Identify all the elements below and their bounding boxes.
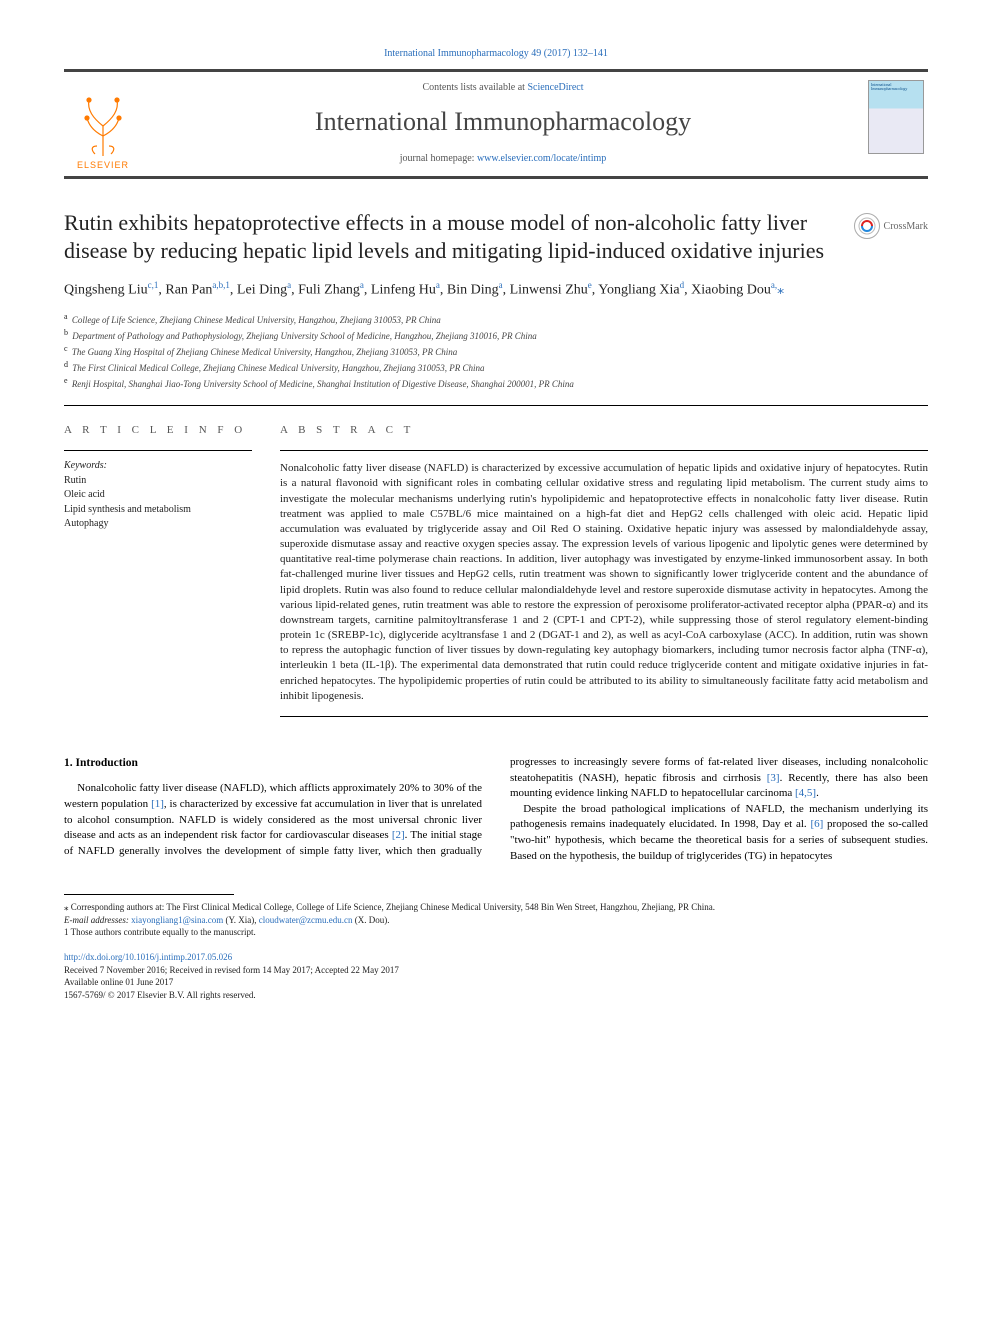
issn-copyright: 1567-5769/ © 2017 Elsevier B.V. All righ… [64, 989, 928, 1002]
doi-link[interactable]: http://dx.doi.org/10.1016/j.intimp.2017.… [64, 952, 232, 962]
cite-3[interactable]: [3] [767, 772, 780, 784]
available-online: Available online 01 June 2017 [64, 976, 928, 989]
affiliations: a College of Life Science, Zhejiang Chin… [64, 311, 928, 391]
article-info: A R T I C L E I N F O Keywords: RutinOle… [64, 424, 252, 717]
intro-p2-c: . [816, 787, 819, 799]
footnotes: ⁎ Corresponding authors at: The First Cl… [64, 901, 928, 939]
crossmark-label: CrossMark [884, 221, 928, 232]
introduction: 1. Introduction Nonalcoholic fatty liver… [64, 755, 928, 864]
footnote-rule [64, 894, 234, 895]
cite-4-5[interactable]: [4,5] [795, 787, 816, 799]
title-row: Rutin exhibits hepatoprotective effects … [64, 209, 928, 265]
equal-footnote: 1 Those authors contribute equally to th… [64, 926, 928, 939]
abstract-body: Nonalcoholic fatty liver disease (NAFLD)… [280, 450, 928, 717]
affiliation: b Department of Pathology and Pathophysi… [64, 327, 928, 343]
keyword: Rutin [64, 474, 252, 489]
cover-title: International Immunopharmacology [871, 83, 921, 91]
cover-thumb-icon: International Immunopharmacology [868, 80, 924, 154]
emails-footnote: E-mail addresses: xiayongliang1@sina.com… [64, 914, 928, 927]
keyword: Oleic acid [64, 488, 252, 503]
email-1-who: (Y. Xia), [223, 915, 259, 925]
contents-lists: Contents lists available at ScienceDirec… [150, 82, 856, 93]
publisher-logo: ELSEVIER [64, 72, 142, 176]
crossmark[interactable]: CrossMark [854, 213, 928, 239]
journal-home-prefix: journal homepage: [400, 153, 477, 164]
corr-footnote: ⁎ Corresponding authors at: The First Cl… [64, 901, 928, 914]
article-title: Rutin exhibits hepatoprotective effects … [64, 209, 838, 265]
intro-heading: 1. Introduction [64, 755, 482, 771]
cite-1[interactable]: [1] [151, 798, 164, 810]
affiliation: c The Guang Xing Hospital of Zhejiang Ch… [64, 343, 928, 359]
article-info-head: A R T I C L E I N F O [64, 424, 252, 436]
article-info-body: Keywords: RutinOleic acidLipid synthesis… [64, 450, 252, 532]
affiliation: a College of Life Science, Zhejiang Chin… [64, 311, 928, 327]
keywords-list: RutinOleic acidLipid synthesis and metab… [64, 474, 252, 532]
journal-name: International Immunopharmacology [150, 107, 856, 137]
top-citation: International Immunopharmacology 49 (201… [64, 48, 928, 59]
crossmark-badge-icon [854, 213, 880, 239]
abstract-head: A B S T R A C T [280, 424, 928, 436]
keyword: Lipid synthesis and metabolism [64, 503, 252, 518]
doi-block: http://dx.doi.org/10.1016/j.intimp.2017.… [64, 951, 928, 1001]
cite-2[interactable]: [2] [392, 829, 405, 841]
journal-cover: International Immunopharmacology [864, 72, 928, 176]
email-2-who: (X. Dou). [353, 915, 390, 925]
publisher-name: ELSEVIER [77, 160, 129, 170]
rule-1 [64, 405, 928, 406]
header-center: Contents lists available at ScienceDirec… [142, 72, 864, 176]
email-1[interactable]: xiayongliang1@sina.com [131, 915, 223, 925]
elsevier-tree-icon: ELSEVIER [68, 80, 138, 170]
abstract: A B S T R A C T Nonalcoholic fatty liver… [280, 424, 928, 717]
authors: Qingsheng Liuc,1, Ran Pana,b,1, Lei Ding… [64, 279, 928, 301]
emails-label: E-mail addresses: [64, 915, 131, 925]
email-2[interactable]: cloudwater@zcmu.edu.cn [259, 915, 353, 925]
journal-homepage: journal homepage: www.elsevier.com/locat… [150, 153, 856, 164]
affiliation: e Renji Hospital, Shanghai Jiao-Tong Uni… [64, 375, 928, 391]
sciencedirect-link[interactable]: ScienceDirect [527, 82, 583, 93]
intro-p3: Despite the broad pathological implicati… [510, 802, 928, 864]
cite-6[interactable]: [6] [810, 818, 823, 830]
journal-home-link[interactable]: www.elsevier.com/locate/intimp [477, 153, 606, 164]
history: Received 7 November 2016; Received in re… [64, 964, 928, 977]
info-abstract-row: A R T I C L E I N F O Keywords: RutinOle… [64, 424, 928, 717]
contents-lists-prefix: Contents lists available at [422, 82, 527, 93]
page: International Immunopharmacology 49 (201… [0, 0, 992, 1041]
keyword: Autophagy [64, 517, 252, 532]
journal-header: ELSEVIER Contents lists available at Sci… [64, 69, 928, 179]
keywords-label: Keywords: [64, 459, 252, 474]
affiliation: d The First Clinical Medical College, Zh… [64, 359, 928, 375]
